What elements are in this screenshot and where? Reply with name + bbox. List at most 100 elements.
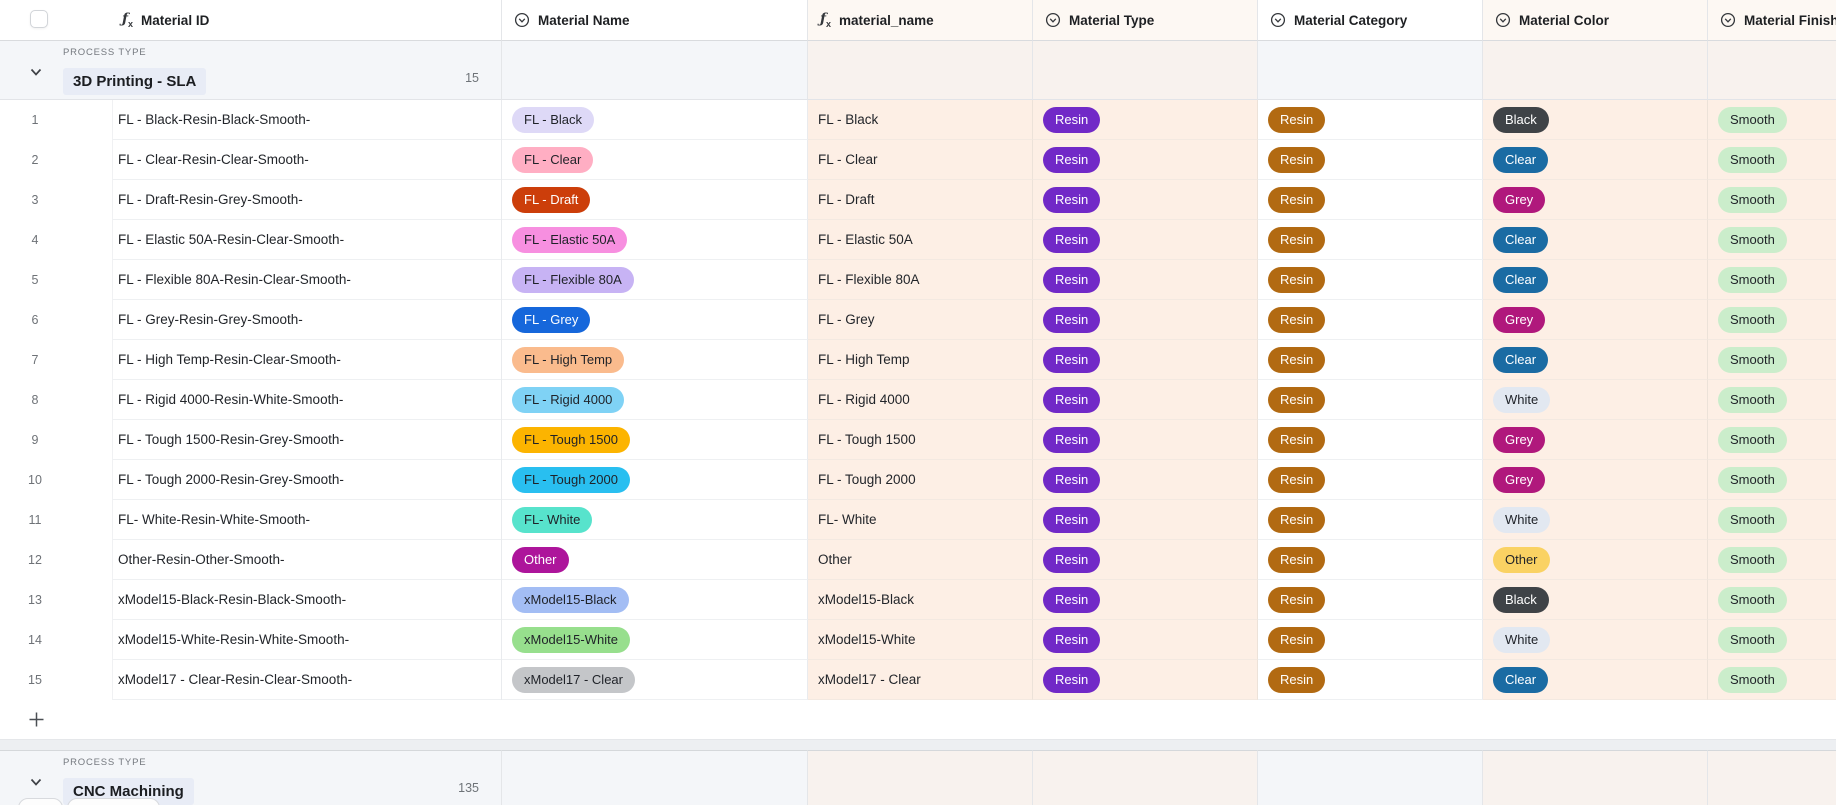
cell-material-type[interactable]: Resin [1033, 380, 1258, 420]
cell-material-id[interactable]: 11 FL- White-Resin-White-Smooth- [0, 500, 502, 540]
cell-material-color[interactable]: Clear [1483, 140, 1708, 180]
group-title[interactable]: CNC Machining [63, 778, 194, 805]
cell-material-type[interactable]: Resin [1033, 660, 1258, 700]
cell-material-color[interactable]: Grey [1483, 460, 1708, 500]
column-header-material-name[interactable]: Material Name [502, 0, 808, 41]
cell-material-id[interactable]: 1 FL - Black-Resin-Black-Smooth- [0, 100, 502, 140]
cell-material-color[interactable]: Black [1483, 580, 1708, 620]
cell-material-id[interactable]: 3 FL - Draft-Resin-Grey-Smooth- [0, 180, 502, 220]
cell-material-name[interactable]: FL - Clear [502, 140, 808, 180]
cell-material-color[interactable]: Clear [1483, 340, 1708, 380]
cell-material-id[interactable]: 8 FL - Rigid 4000-Resin-White-Smooth- [0, 380, 502, 420]
cell-material-id[interactable]: 6 FL - Grey-Resin-Grey-Smooth- [0, 300, 502, 340]
cell-material-type[interactable]: Resin [1033, 540, 1258, 580]
cell-material-category[interactable]: Resin [1258, 660, 1483, 700]
cell-material-category[interactable]: Resin [1258, 100, 1483, 140]
column-header-material-finish[interactable]: Material Finish [1708, 0, 1836, 41]
cell-material-category[interactable]: Resin [1258, 180, 1483, 220]
cell-material-name[interactable]: FL - Grey [502, 300, 808, 340]
cell-material-category[interactable]: Resin [1258, 460, 1483, 500]
collapse-group-icon[interactable] [28, 64, 44, 85]
cell-material-id[interactable]: 7 FL - High Temp-Resin-Clear-Smooth- [0, 340, 502, 380]
cell-material-finish[interactable]: Smooth [1708, 420, 1836, 460]
cell-material-category[interactable]: Resin [1258, 540, 1483, 580]
cell-material-name-formula[interactable]: Other [808, 540, 1033, 580]
column-header-material-color[interactable]: Material Color [1483, 0, 1708, 41]
cell-material-finish[interactable]: Smooth [1708, 460, 1836, 500]
cell-material-category[interactable]: Resin [1258, 260, 1483, 300]
select-all-checkbox[interactable] [30, 10, 48, 28]
cell-material-color[interactable]: White [1483, 620, 1708, 660]
cell-material-color[interactable]: Clear [1483, 220, 1708, 260]
cell-material-category[interactable]: Resin [1258, 300, 1483, 340]
cell-material-name-formula[interactable]: FL - High Temp [808, 340, 1033, 380]
cell-material-type[interactable]: Resin [1033, 260, 1258, 300]
cell-material-name[interactable]: xModel15-White [502, 620, 808, 660]
column-header-material-name-formula[interactable]: ƒx material_name [808, 0, 1033, 41]
cell-material-category[interactable]: Resin [1258, 420, 1483, 460]
cell-material-finish[interactable]: Smooth [1708, 300, 1836, 340]
cell-material-type[interactable]: Resin [1033, 500, 1258, 540]
cell-material-name-formula[interactable]: FL - Draft [808, 180, 1033, 220]
cell-material-color[interactable]: White [1483, 380, 1708, 420]
cell-material-id[interactable]: 15 xModel17 - Clear-Resin-Clear-Smooth- [0, 660, 502, 700]
cell-material-name[interactable]: FL- White [502, 500, 808, 540]
cell-material-name[interactable]: FL - Flexible 80A [502, 260, 808, 300]
cell-material-finish[interactable]: Smooth [1708, 100, 1836, 140]
cell-material-finish[interactable]: Smooth [1708, 340, 1836, 380]
cell-material-type[interactable]: Resin [1033, 340, 1258, 380]
cell-material-name-formula[interactable]: FL - Tough 1500 [808, 420, 1033, 460]
cell-material-color[interactable]: Black [1483, 100, 1708, 140]
add-record-row[interactable] [0, 700, 1836, 740]
cell-material-finish[interactable]: Smooth [1708, 580, 1836, 620]
cell-material-type[interactable]: Resin [1033, 300, 1258, 340]
cell-material-finish[interactable]: Smooth [1708, 540, 1836, 580]
cell-material-name-formula[interactable]: xModel17 - Clear [808, 660, 1033, 700]
cell-material-category[interactable]: Resin [1258, 500, 1483, 540]
cell-material-finish[interactable]: Smooth [1708, 380, 1836, 420]
cell-material-id[interactable]: 9 FL - Tough 1500-Resin-Grey-Smooth- [0, 420, 502, 460]
group-title[interactable]: 3D Printing - SLA [63, 68, 207, 95]
cell-material-name[interactable]: xModel15-Black [502, 580, 808, 620]
cell-material-name-formula[interactable]: FL - Elastic 50A [808, 220, 1033, 260]
cell-material-finish[interactable]: Smooth [1708, 140, 1836, 180]
cell-material-name-formula[interactable]: xModel15-White [808, 620, 1033, 660]
cell-material-type[interactable]: Resin [1033, 100, 1258, 140]
cell-material-id[interactable]: 10 FL - Tough 2000-Resin-Grey-Smooth- [0, 460, 502, 500]
cell-material-color[interactable]: Grey [1483, 180, 1708, 220]
cell-material-id[interactable]: 4 FL - Elastic 50A-Resin-Clear-Smooth- [0, 220, 502, 260]
cell-material-name-formula[interactable]: FL- White [808, 500, 1033, 540]
cell-material-id[interactable]: 5 FL - Flexible 80A-Resin-Clear-Smooth- [0, 260, 502, 300]
cell-material-type[interactable]: Resin [1033, 180, 1258, 220]
cell-material-color[interactable]: Grey [1483, 420, 1708, 460]
cell-material-name[interactable]: FL - Elastic 50A [502, 220, 808, 260]
cell-material-name[interactable]: FL - Tough 2000 [502, 460, 808, 500]
cell-material-color[interactable]: Grey [1483, 300, 1708, 340]
cell-material-category[interactable]: Resin [1258, 380, 1483, 420]
cell-material-category[interactable]: Resin [1258, 580, 1483, 620]
column-header-material-type[interactable]: Material Type [1033, 0, 1258, 41]
cell-material-finish[interactable]: Smooth [1708, 620, 1836, 660]
cell-material-color[interactable]: Clear [1483, 260, 1708, 300]
cell-material-category[interactable]: Resin [1258, 220, 1483, 260]
cell-material-id[interactable]: 12 Other-Resin-Other-Smooth- [0, 540, 502, 580]
column-header-material-category[interactable]: Material Category [1258, 0, 1483, 41]
cell-material-finish[interactable]: Smooth [1708, 220, 1836, 260]
cell-material-name[interactable]: FL - Tough 1500 [502, 420, 808, 460]
cell-material-color[interactable]: Clear [1483, 660, 1708, 700]
cell-material-finish[interactable]: Smooth [1708, 660, 1836, 700]
cell-material-name[interactable]: xModel17 - Clear [502, 660, 808, 700]
cell-material-type[interactable]: Resin [1033, 620, 1258, 660]
cell-material-finish[interactable]: Smooth [1708, 500, 1836, 540]
cell-material-category[interactable]: Resin [1258, 620, 1483, 660]
cell-material-finish[interactable]: Smooth [1708, 260, 1836, 300]
column-header-material-id[interactable]: ƒx Material ID [0, 0, 502, 41]
cell-material-name[interactable]: FL - Rigid 4000 [502, 380, 808, 420]
cell-material-name[interactable]: FL - High Temp [502, 340, 808, 380]
cell-material-category[interactable]: Resin [1258, 140, 1483, 180]
cell-material-id[interactable]: 2 FL - Clear-Resin-Clear-Smooth- [0, 140, 502, 180]
cell-material-name-formula[interactable]: FL - Flexible 80A [808, 260, 1033, 300]
cell-material-type[interactable]: Resin [1033, 140, 1258, 180]
cell-material-color[interactable]: White [1483, 500, 1708, 540]
cell-material-name-formula[interactable]: FL - Clear [808, 140, 1033, 180]
